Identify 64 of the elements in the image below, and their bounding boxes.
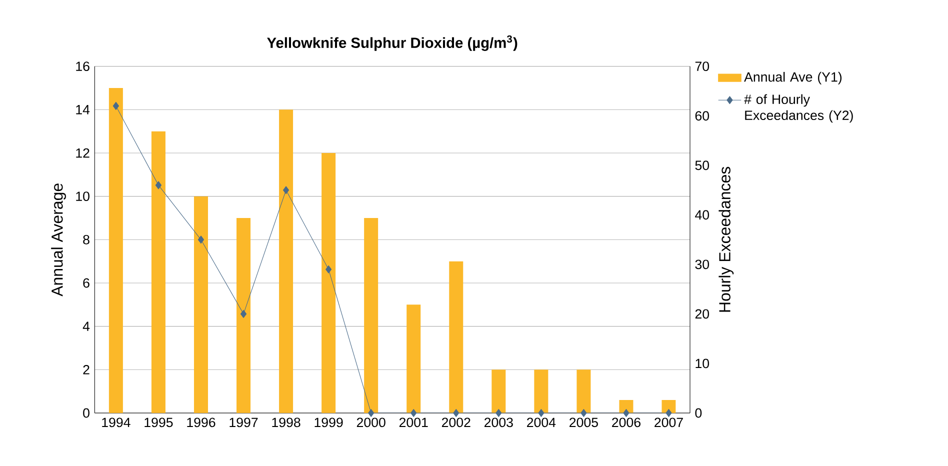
chart-title: Yellowknife Sulphur Dioxide (µg/m$^{3}$)	[267, 35, 518, 51]
x-tick-label: 2001	[399, 418, 428, 428]
point	[496, 408, 502, 417]
y-tick-label: 0	[83, 408, 90, 418]
point	[623, 408, 630, 417]
bar	[108, 88, 123, 413]
y-tick-label: 10	[76, 192, 90, 202]
bar	[662, 400, 676, 413]
bar	[449, 261, 464, 413]
y-axis-title: Annual Average	[51, 184, 66, 296]
point	[198, 236, 204, 244]
y2-tick-label: 0	[695, 408, 702, 418]
y-tick-label: 2	[83, 365, 90, 374]
legend-label: # of Hourly Exceedances (Y2)	[744, 94, 853, 123]
y2-axis-title: Hourly Exceedances	[718, 166, 734, 312]
y2-tick-label: 60	[695, 111, 710, 121]
x-tick-label: 2005	[570, 418, 598, 428]
point	[282, 186, 290, 194]
bar	[534, 370, 548, 413]
x-tick-label: 2007	[654, 418, 683, 428]
point	[155, 181, 162, 190]
y2-tick-label: 20	[695, 309, 710, 319]
bar	[151, 131, 166, 413]
x-tick-label: 2000	[356, 418, 386, 428]
y-tick-label: 6	[83, 278, 90, 288]
y-tick-label: 12	[76, 148, 90, 158]
bar	[322, 152, 336, 413]
point	[580, 408, 587, 417]
x-tick-label: 2006	[612, 418, 640, 428]
bar	[492, 370, 506, 413]
bar	[619, 400, 634, 413]
y-tick-label: 14	[76, 105, 90, 114]
y2-tick-label: 40	[695, 210, 710, 220]
x-tick-label: 1996	[187, 418, 216, 428]
legend-label: Annual Ave (Y1)	[744, 72, 842, 84]
point	[538, 408, 544, 417]
point	[453, 408, 460, 417]
bar	[406, 304, 421, 413]
y-tick-label: 4	[82, 322, 90, 331]
point	[240, 310, 247, 318]
x-tick-label: 1994	[102, 418, 130, 428]
bar	[279, 110, 294, 413]
point	[325, 265, 332, 274]
point	[666, 408, 672, 417]
y2-tick-label: 30	[695, 260, 710, 270]
point	[410, 408, 417, 417]
x-tick-label: 2003	[484, 418, 513, 428]
x-tick-label: 1998	[272, 418, 300, 428]
x-tick-label: 1997	[230, 418, 258, 428]
point	[112, 102, 120, 110]
x-tick-label: 2002	[442, 418, 470, 428]
bar	[576, 370, 591, 413]
y2-tick-label: 10	[696, 358, 710, 368]
y-tick-label: 8	[83, 234, 90, 244]
bar	[364, 218, 378, 413]
x-tick-label: 1995	[144, 418, 173, 428]
bar	[236, 218, 251, 413]
x-tick-label: 2004	[527, 418, 556, 428]
y-tick-label: 16	[76, 62, 90, 72]
y2-tick-label: 50	[695, 160, 710, 170]
bar	[194, 196, 208, 413]
x-tick-label: 1999	[314, 418, 343, 428]
point	[368, 408, 374, 417]
y2-tick-label: 70	[695, 62, 710, 72]
